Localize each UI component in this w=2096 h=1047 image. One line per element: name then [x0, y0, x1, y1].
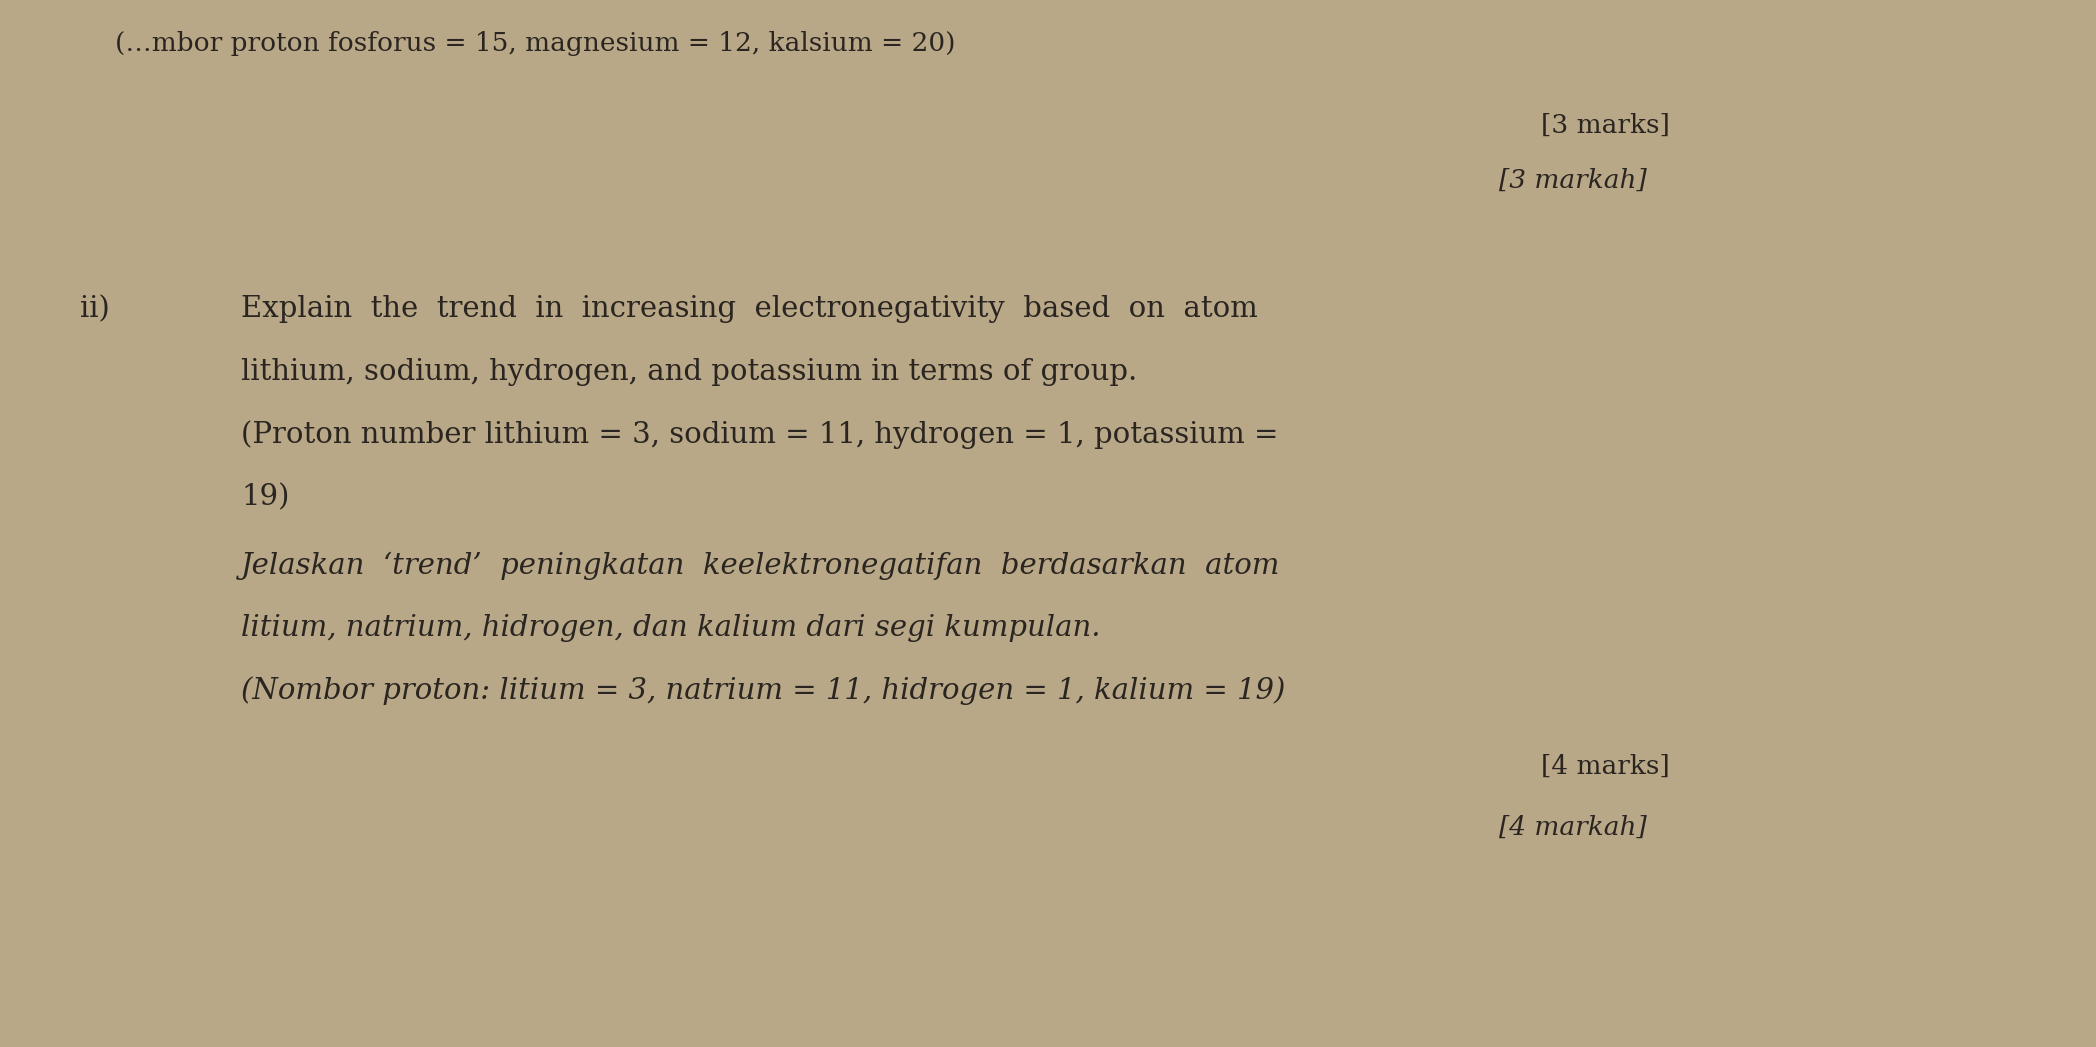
- Text: (Proton number lithium = 3, sodium = 11, hydrogen = 1, potassium =: (Proton number lithium = 3, sodium = 11,…: [241, 420, 1279, 449]
- Text: Explain  the  trend  in  increasing  electronegativity  based  on  atom: Explain the trend in increasing electron…: [241, 295, 1258, 322]
- Text: [4 marks]: [4 marks]: [1541, 754, 1668, 779]
- Text: litium, natrium, hidrogen, dan kalium dari segi kumpulan.: litium, natrium, hidrogen, dan kalium da…: [241, 615, 1100, 642]
- Text: ii): ii): [80, 295, 109, 322]
- Text: (…mbor proton fosforus = 15, magnesium = 12, kalsium = 20): (…mbor proton fosforus = 15, magnesium =…: [115, 31, 956, 57]
- Text: [4 markah]: [4 markah]: [1499, 815, 1645, 840]
- Text: 19): 19): [241, 484, 289, 511]
- Text: lithium, sodium, hydrogen, and potassium in terms of group.: lithium, sodium, hydrogen, and potassium…: [241, 358, 1138, 385]
- Text: [3 markah]: [3 markah]: [1499, 168, 1645, 193]
- Text: (Nombor proton: litium = 3, natrium = 11, hidrogen = 1, kalium = 19): (Nombor proton: litium = 3, natrium = 11…: [241, 676, 1285, 706]
- Text: Jelaskan  ‘trend’  peningkatan  keelektronegatifan  berdasarkan  atom: Jelaskan ‘trend’ peningkatan keelektrone…: [241, 551, 1281, 580]
- Text: [3 marks]: [3 marks]: [1541, 113, 1668, 138]
